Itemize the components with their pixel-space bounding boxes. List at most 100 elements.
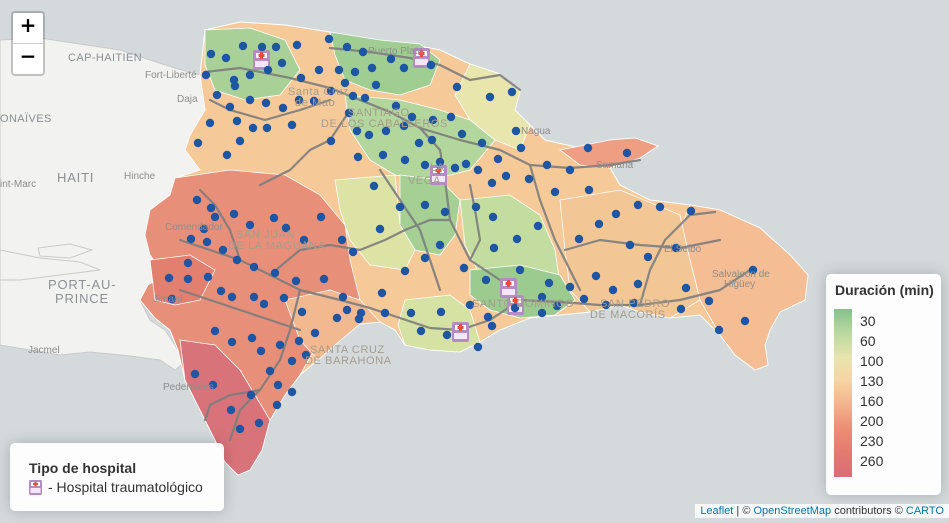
facility-marker[interactable]: [281, 223, 291, 233]
facility-marker[interactable]: [299, 235, 309, 245]
facility-marker[interactable]: [676, 304, 686, 314]
facility-marker[interactable]: [205, 118, 215, 128]
facility-marker[interactable]: [269, 213, 279, 223]
facility-marker[interactable]: [354, 314, 364, 324]
facility-marker[interactable]: [183, 258, 193, 268]
facility-marker[interactable]: [314, 65, 324, 75]
facility-marker[interactable]: [227, 337, 237, 347]
facility-marker[interactable]: [459, 263, 469, 273]
facility-marker[interactable]: [248, 123, 258, 133]
facility-marker[interactable]: [487, 321, 497, 331]
zoom-in-button[interactable]: +: [13, 13, 43, 44]
facility-marker[interactable]: [537, 308, 547, 318]
facility-marker[interactable]: [550, 187, 560, 197]
facility-marker[interactable]: [537, 292, 547, 302]
facility-marker[interactable]: [232, 116, 242, 126]
facility-marker[interactable]: [399, 63, 409, 73]
facility-marker[interactable]: [507, 87, 517, 97]
facility-marker[interactable]: [203, 272, 213, 282]
facility-marker[interactable]: [246, 390, 256, 400]
facility-marker[interactable]: [348, 247, 358, 257]
facility-marker[interactable]: [337, 235, 347, 245]
facility-marker[interactable]: [608, 285, 618, 295]
facility-marker[interactable]: [574, 234, 584, 244]
facility-marker[interactable]: [416, 326, 426, 336]
facility-marker[interactable]: [279, 293, 289, 303]
facility-marker[interactable]: [316, 212, 326, 222]
facility-marker[interactable]: [565, 282, 575, 292]
facility-marker[interactable]: [301, 350, 311, 360]
facility-marker[interactable]: [622, 148, 632, 158]
facility-marker[interactable]: [340, 78, 350, 88]
facility-marker[interactable]: [344, 108, 354, 118]
facility-marker[interactable]: [414, 138, 424, 148]
facility-marker[interactable]: [247, 333, 257, 343]
facility-marker[interactable]: [227, 292, 237, 302]
facility-marker[interactable]: [294, 95, 304, 105]
facility-marker[interactable]: [190, 369, 200, 379]
facility-marker[interactable]: [485, 92, 495, 102]
facility-marker[interactable]: [377, 288, 387, 298]
facility-marker[interactable]: [254, 418, 264, 428]
facility-marker[interactable]: [493, 154, 503, 164]
hospital-icon[interactable]: [500, 278, 517, 298]
facility-marker[interactable]: [435, 157, 445, 167]
facility-marker[interactable]: [375, 224, 385, 234]
facility-marker[interactable]: [450, 163, 460, 173]
facility-marker[interactable]: [235, 136, 245, 146]
facility-marker[interactable]: [477, 138, 487, 148]
facility-marker[interactable]: [212, 90, 222, 100]
facility-marker[interactable]: [201, 70, 211, 80]
facility-marker[interactable]: [625, 240, 635, 250]
hospital-icon[interactable]: [253, 50, 270, 70]
facility-marker[interactable]: [326, 136, 336, 146]
zoom-out-button[interactable]: −: [19, 44, 37, 68]
osm-link[interactable]: OpenStreetMap: [753, 505, 832, 517]
facility-marker[interactable]: [400, 266, 410, 276]
facility-marker[interactable]: [235, 424, 245, 434]
facility-marker[interactable]: [192, 195, 202, 205]
facility-marker[interactable]: [278, 103, 288, 113]
facility-marker[interactable]: [338, 292, 348, 302]
facility-marker[interactable]: [348, 91, 358, 101]
facility-marker[interactable]: [326, 86, 336, 96]
facility-marker[interactable]: [245, 70, 255, 80]
leaflet-link[interactable]: Leaflet: [700, 505, 734, 517]
facility-marker[interactable]: [544, 278, 554, 288]
facility-marker[interactable]: [226, 405, 236, 415]
facility-marker[interactable]: [510, 303, 520, 313]
facility-marker[interactable]: [249, 292, 259, 302]
facility-marker[interactable]: [400, 155, 410, 165]
facility-marker[interactable]: [511, 126, 521, 136]
facility-marker[interactable]: [210, 326, 220, 336]
facility-marker[interactable]: [643, 252, 653, 262]
facility-marker[interactable]: [516, 143, 526, 153]
facility-marker[interactable]: [633, 200, 643, 210]
facility-marker[interactable]: [655, 202, 665, 212]
facility-marker[interactable]: [352, 126, 362, 136]
facility-marker[interactable]: [407, 112, 417, 122]
facility-marker[interactable]: [629, 298, 639, 308]
facility-marker[interactable]: [249, 262, 259, 272]
facility-marker[interactable]: [524, 174, 534, 184]
facility-marker[interactable]: [471, 202, 481, 212]
facility-marker[interactable]: [452, 82, 462, 92]
facility-marker[interactable]: [256, 346, 266, 356]
facility-marker[interactable]: [291, 276, 301, 286]
facility-marker[interactable]: [221, 53, 231, 63]
facility-marker[interactable]: [342, 42, 352, 52]
facility-marker[interactable]: [369, 181, 379, 191]
facility-marker[interactable]: [391, 101, 401, 111]
facility-marker[interactable]: [275, 340, 285, 350]
facility-marker[interactable]: [552, 301, 562, 311]
facility-marker[interactable]: [206, 203, 216, 213]
facility-marker[interactable]: [714, 325, 724, 335]
facility-marker[interactable]: [579, 294, 589, 304]
facility-marker[interactable]: [489, 243, 499, 253]
facility-marker[interactable]: [358, 47, 368, 57]
facility-marker[interactable]: [232, 255, 242, 265]
facility-marker[interactable]: [583, 143, 593, 153]
facility-marker[interactable]: [748, 265, 758, 275]
facility-marker[interactable]: [442, 330, 452, 340]
